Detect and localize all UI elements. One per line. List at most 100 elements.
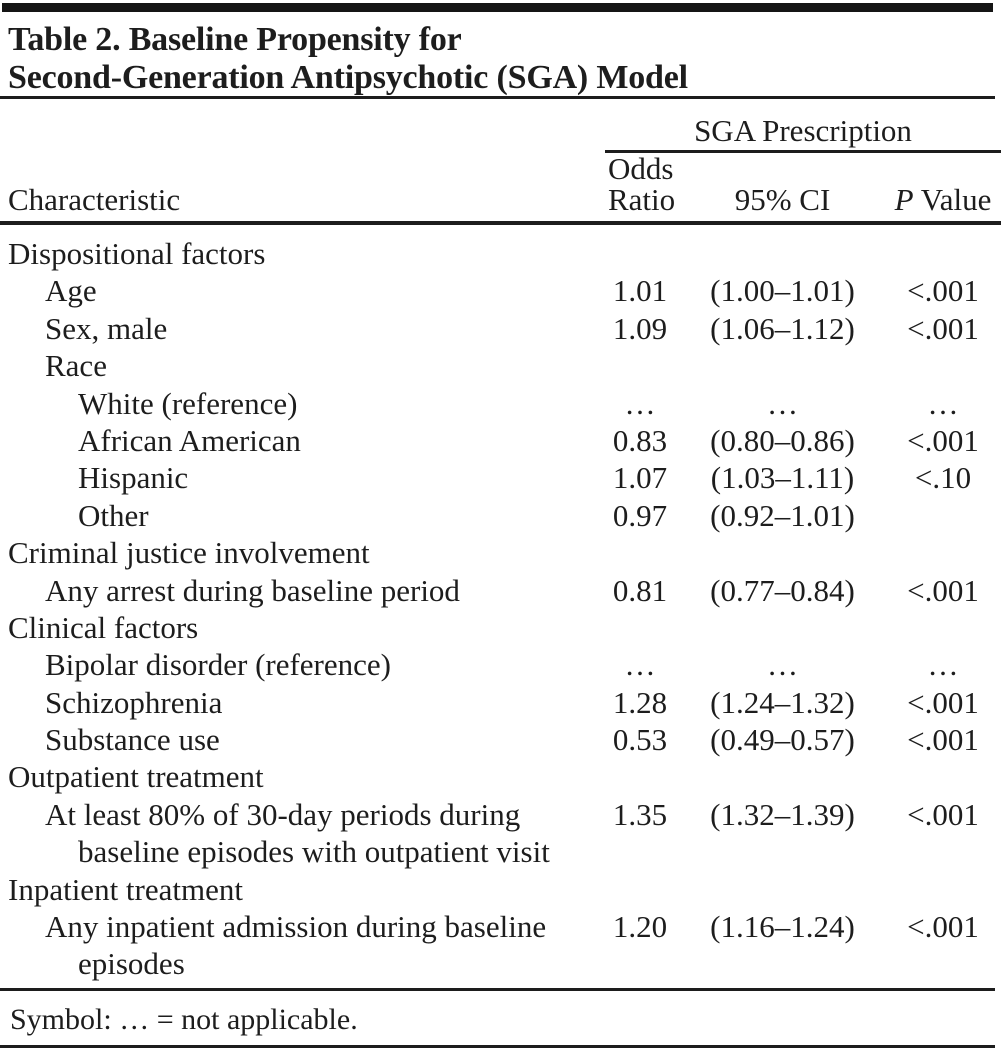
ci-value: … [767,647,798,683]
p-value [885,609,1001,646]
row-label: Criminal justice involvement [8,535,370,571]
table-row: Race [0,347,1001,384]
odds-ratio-header-line2: Ratio [608,182,676,217]
odds-ratio-value [600,945,680,982]
p-value [885,497,1001,534]
table-row: Bipolar disorder (reference) … … … [0,646,1001,683]
ci-value: (0.49–0.57) [710,722,855,758]
row-label: Hispanic [78,460,189,496]
p-value [885,871,1001,908]
column-header-p-value: P Value [885,184,1001,215]
ci-value [680,347,885,384]
ci-value [680,871,885,908]
table-row: Outpatient treatment [0,758,1001,795]
odds-ratio-value: 1.28 [612,684,668,720]
row-label: Any inpatient admission during baseline [45,909,547,945]
row-label: Outpatient treatment [8,759,264,795]
ci-value: (1.03–1.11) [710,460,855,496]
odds-ratio-value [600,758,680,795]
p-value: … [927,385,959,421]
row-label: baseline episodes with outpatient visit [78,834,550,870]
ci-value [680,235,885,272]
table-row: episodes [0,945,1001,982]
p-value: … [927,647,959,683]
odds-ratio-value: 1.07 [612,460,668,496]
row-label: At least 80% of 30-day periods during [45,796,521,832]
p-value [885,833,1001,870]
p-value: <.001 [907,796,979,832]
row-label: Substance use [45,722,220,758]
table-row: African American 0.83 (0.80–0.86) <.001 [0,422,1001,459]
row-label: Inpatient treatment [8,871,243,907]
row-label: Clinical factors [8,609,199,645]
p-value [885,758,1001,795]
ci-value [680,945,885,982]
table-footnote: Symbol: … = not applicable. [10,1002,358,1036]
p-value: <.001 [907,422,979,458]
row-label: Schizophrenia [45,684,223,720]
row-label: Race [45,348,107,384]
row-label: Bipolar disorder (reference) [45,647,391,683]
row-label: African American [78,422,301,458]
ci-value: … [767,385,798,421]
p-value: <.001 [907,310,979,346]
table-title-line2: Second-Generation Antipsychotic (SGA) Mo… [8,58,688,96]
row-label: Dispositional factors [8,236,266,271]
ci-value: (1.00–1.01) [710,273,855,309]
table-row: Substance use 0.53 (0.49–0.57) <.001 [0,721,1001,758]
table-row: Inpatient treatment [0,871,1001,908]
p-value: <.001 [907,684,979,720]
bottom-rule [0,1044,995,1048]
ci-value: (1.32–1.39) [710,796,855,832]
odds-ratio-value: 1.01 [612,273,668,309]
ci-value: (1.16–1.24) [710,909,855,945]
p-value: <.001 [907,909,979,945]
p-value-header-rest: Value [913,182,992,217]
p-value [885,347,1001,384]
odds-ratio-value: 1.35 [612,796,668,832]
odds-ratio-value [600,609,680,646]
ci-value [680,534,885,571]
ci-value: (0.80–0.86) [710,422,855,458]
p-value [885,235,1001,272]
table-row: White (reference) … … … [0,385,1001,422]
column-header-95-ci: 95% CI [734,182,831,217]
table-row: Any arrest during baseline period 0.81 (… [0,572,1001,609]
table-row: Other 0.97 (0.92–1.01) [0,497,1001,534]
odds-ratio-value: 1.09 [612,310,668,346]
row-label: episodes [78,946,185,982]
p-value: <.001 [907,273,979,309]
odds-ratio-value: 0.53 [612,722,668,758]
p-value: <.001 [907,572,979,608]
ci-value: (1.06–1.12) [710,310,855,346]
odds-ratio-value: … [624,385,656,421]
table-title-line1: Table 2. Baseline Propensity for [8,21,462,58]
odds-ratio-value [600,347,680,384]
table-row: Dispositional factors [0,235,1001,272]
ci-value [680,833,885,870]
odds-ratio-value [600,833,680,870]
table-row: Schizophrenia 1.28 (1.24–1.32) <.001 [0,684,1001,721]
p-value [885,945,1001,982]
table-header: Characteristic SGA Prescription Odds Rat… [0,99,1001,225]
ci-value: (1.24–1.32) [710,684,855,720]
table-body: Dispositional factors Age 1.01 (1.00–1.0… [0,225,1001,988]
column-header-characteristic: Characteristic [8,182,181,217]
p-value [885,534,1001,571]
odds-ratio-value: 0.83 [612,422,668,458]
top-rule-bar [2,3,993,12]
ci-value [680,609,885,646]
table-title: Table 2. Baseline Propensity for Second-… [0,12,1001,96]
table-row: At least 80% of 30-day periods during 1.… [0,796,1001,833]
ci-value: (0.92–1.01) [710,497,855,533]
odds-ratio-value [600,534,680,571]
odds-ratio-value [600,235,680,272]
table-row: Criminal justice involvement [0,534,1001,571]
title-divider-rule [0,96,995,99]
footer-divider-rule [0,987,995,991]
ci-value [680,758,885,795]
table-row: Clinical factors [0,609,1001,646]
column-group-sga: SGA Prescription Odds Ratio 95% CI P Val… [600,99,1001,221]
row-label: White (reference) [78,385,298,421]
